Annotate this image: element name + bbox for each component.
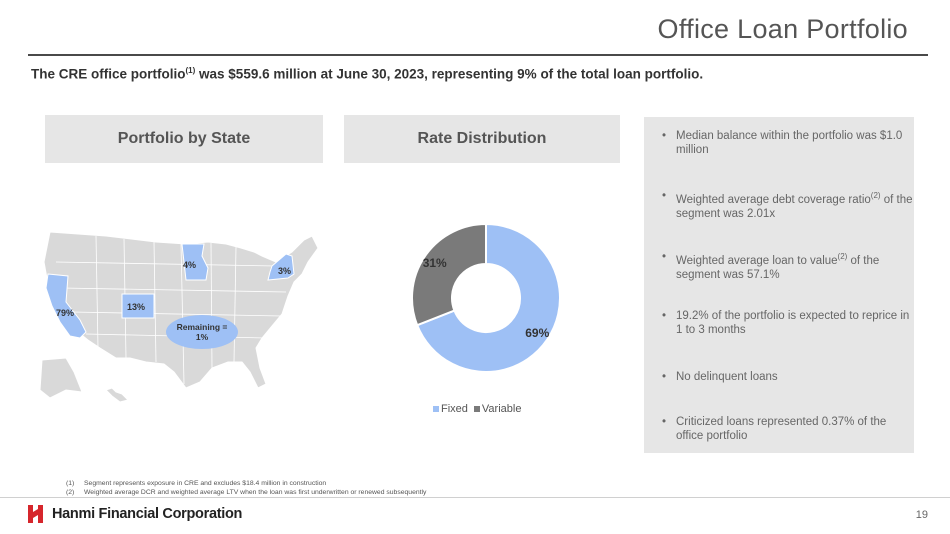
summary-statement: The CRE office portfolio(1) was $559.6 m… — [31, 66, 703, 82]
new-york-label: 3% — [278, 266, 292, 276]
footer-divider — [0, 497, 950, 498]
footnote-1-text: Segment represents exposure in CRE and e… — [84, 480, 327, 487]
legend-label-fixed: Fixed — [441, 403, 468, 415]
title-rule — [28, 54, 928, 56]
donut-slice-fixed — [415, 222, 561, 373]
chart-legend: Fixed Variable — [433, 403, 521, 415]
key-metrics-panel: Median balance within the portfolio was … — [644, 117, 914, 453]
summary-text: The CRE office portfolio — [31, 66, 186, 82]
donut-slice-variable — [411, 222, 487, 327]
bullet-dcr-text: Weighted average debt coverage ratio — [676, 193, 871, 206]
new-york-shape — [267, 253, 295, 281]
donut-svg: 69% 31% — [411, 222, 561, 373]
page-number: 19 — [915, 509, 928, 521]
bullet-dcr-ref: (2) — [870, 191, 881, 200]
bullet-reprice: 19.2% of the portfolio is expected to re… — [660, 309, 916, 337]
bullet-criticized: Criticized loans represented 0.37% of th… — [660, 415, 916, 443]
legend-swatch-fixed — [433, 406, 439, 413]
bullet-ltv-text: Weighted average loan to value — [676, 254, 838, 267]
legend-label-variable: Variable — [481, 403, 522, 415]
hawaii-shape — [105, 387, 129, 403]
us-map-graphic — [39, 231, 319, 403]
portfolio-by-state-header: Portfolio by State — [45, 115, 323, 163]
page-title: Office Loan Portfolio — [657, 14, 908, 44]
company-name: Hanmi Financial Corporation — [52, 506, 243, 522]
company-logo: Hanmi Financial Corporation — [28, 505, 242, 523]
minnesota-shape — [181, 243, 209, 281]
footnote-1: (1) Segment represents exposure in CRE an… — [66, 480, 426, 489]
us-mainland-shape — [43, 231, 319, 389]
rate-distribution-header: Rate Distribution — [344, 115, 620, 163]
bullet-ltv: Weighted average loan to value(2) of the… — [660, 250, 916, 282]
footnote-2: (2) Weighted average DCR and weighted ave… — [66, 489, 426, 498]
bullet-ltv-ref: (2) — [837, 252, 848, 261]
hanmi-logo-icon — [28, 505, 43, 523]
us-map: 79% 13% 4% 3% Remaining = 1% — [36, 222, 326, 412]
bullet-ltv-text-rest: of the segment was 57.1% — [676, 254, 880, 281]
rate-distribution-chart: 69% 31% — [404, 222, 568, 382]
legend-swatch-variable — [473, 406, 480, 413]
donut-label-variable: 31% — [423, 256, 447, 270]
alaska-shape — [39, 357, 83, 399]
california-shape — [45, 273, 87, 339]
summary-text-rest: was $559.6 million at June 30, 2023, rep… — [195, 66, 704, 82]
legend-item-fixed: Fixed — [433, 403, 468, 415]
minnesota-label: 4% — [183, 260, 197, 270]
remaining-label: Remaining = — [176, 322, 228, 332]
remaining-value: 1% — [195, 332, 209, 342]
colorado-label: 13% — [127, 302, 146, 312]
footnotes: (1) Segment represents exposure in CRE an… — [66, 480, 426, 497]
state-borders — [55, 235, 287, 385]
bullet-dcr: Weighted average debt coverage ratio(2) … — [660, 189, 916, 221]
colorado-shape — [121, 293, 155, 319]
footnote-2-text: Weighted average DCR and weighted averag… — [84, 488, 427, 496]
remaining-bubble: Remaining = 1% — [166, 315, 238, 349]
bullet-dcr-text-rest: of the segment was 2.01x — [676, 193, 913, 220]
bullet-delinquent: No delinquent loans — [660, 370, 916, 384]
footnote-1-num: (1) — [66, 480, 75, 487]
donut-label-fixed: 69% — [525, 326, 549, 340]
bullet-median-balance: Median balance within the portfolio was … — [660, 129, 916, 157]
california-label: 79% — [56, 308, 75, 318]
footnote-2-num: (2) — [66, 488, 75, 496]
footnote-ref: (1) — [185, 66, 196, 75]
legend-item-variable: Variable — [473, 403, 522, 415]
